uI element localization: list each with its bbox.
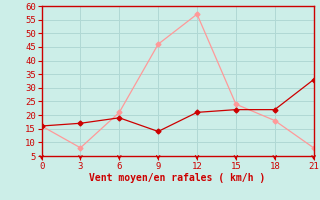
X-axis label: Vent moyen/en rafales ( km/h ): Vent moyen/en rafales ( km/h ) [90, 173, 266, 183]
